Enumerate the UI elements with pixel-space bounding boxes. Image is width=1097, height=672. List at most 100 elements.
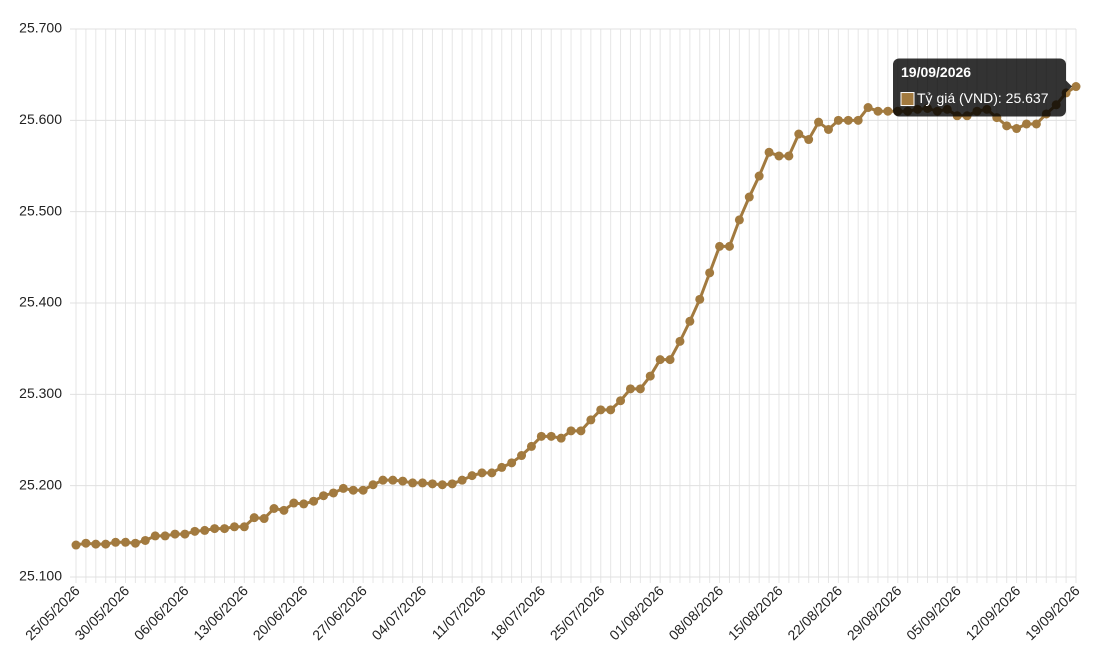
point xyxy=(853,115,863,125)
point xyxy=(319,491,329,501)
point xyxy=(71,540,81,550)
point xyxy=(655,355,665,365)
point xyxy=(734,215,744,225)
point xyxy=(477,468,487,478)
point xyxy=(200,525,210,535)
point xyxy=(883,106,893,116)
point xyxy=(754,171,764,181)
point xyxy=(239,522,249,532)
point xyxy=(299,499,309,509)
point xyxy=(705,268,715,278)
point xyxy=(764,147,774,157)
y-tick-label: 25.500 xyxy=(19,202,62,218)
point xyxy=(467,471,477,481)
tooltip-label: Tỷ giá (VND): 25.637 xyxy=(917,90,1049,106)
point xyxy=(269,504,279,513)
line xyxy=(75,85,1077,547)
point xyxy=(398,476,408,486)
point xyxy=(576,426,586,436)
point xyxy=(437,480,447,490)
x-tick-label: 12/09/2026 xyxy=(962,582,1023,643)
point xyxy=(418,478,428,488)
point xyxy=(180,529,190,539)
point xyxy=(873,106,883,116)
point xyxy=(1021,119,1031,129)
point xyxy=(784,151,794,161)
point xyxy=(616,396,626,406)
point xyxy=(823,124,833,134)
point xyxy=(665,355,675,365)
point xyxy=(338,483,348,493)
point xyxy=(368,480,378,490)
y-tick-label: 25.600 xyxy=(19,111,62,127)
y-tick-label: 25.400 xyxy=(19,294,62,310)
x-tick-label: 05/09/2026 xyxy=(903,582,964,643)
point xyxy=(586,415,596,425)
tooltip-box xyxy=(893,58,1066,117)
point xyxy=(487,468,497,478)
x-tick-label: 19/09/2026 xyxy=(1022,582,1083,643)
point xyxy=(378,475,388,485)
point xyxy=(81,538,91,548)
x-tick-label: 20/06/2026 xyxy=(250,582,311,643)
point xyxy=(220,524,230,534)
point xyxy=(408,478,418,488)
point xyxy=(140,535,150,545)
point xyxy=(210,524,220,534)
point xyxy=(794,129,804,139)
x-tick-label: 18/07/2026 xyxy=(487,582,548,643)
point xyxy=(843,115,853,125)
point xyxy=(447,479,457,489)
point xyxy=(1031,119,1041,129)
point xyxy=(526,441,536,451)
point xyxy=(635,384,645,394)
point xyxy=(121,537,131,547)
x-tick-label: 25/07/2026 xyxy=(547,582,608,643)
point xyxy=(517,451,527,461)
y-tick-label: 25.100 xyxy=(19,568,62,584)
point xyxy=(497,462,507,472)
point xyxy=(546,431,556,441)
point xyxy=(101,539,111,549)
tooltip-swatch xyxy=(900,92,915,107)
x-tick-label: 13/06/2026 xyxy=(190,582,251,643)
x-tick-label: 08/08/2026 xyxy=(665,582,726,643)
y-tick-label: 25.300 xyxy=(19,385,62,401)
point xyxy=(111,537,121,547)
point xyxy=(724,241,734,251)
point xyxy=(814,117,824,127)
point xyxy=(507,458,517,468)
point xyxy=(536,431,546,441)
point xyxy=(130,538,140,548)
point xyxy=(150,531,160,541)
x-tick-label: 01/08/2026 xyxy=(606,582,667,643)
point xyxy=(606,405,616,415)
point xyxy=(289,498,299,508)
point xyxy=(309,496,319,506)
x-tick-label: 11/07/2026 xyxy=(429,582,489,642)
point xyxy=(358,485,368,495)
tooltip: 19/09/2026 Tỷ giá (VND): 25.637 xyxy=(893,58,1072,117)
point xyxy=(625,384,635,394)
point xyxy=(279,505,289,515)
x-tick-label: 04/07/2026 xyxy=(368,582,429,643)
y-tick-label: 25.200 xyxy=(19,476,62,492)
x-tick-label: 06/06/2026 xyxy=(131,582,192,643)
point xyxy=(388,475,398,485)
tooltip-caret xyxy=(1066,80,1072,93)
point xyxy=(695,294,705,304)
point xyxy=(675,336,685,346)
y-tick-label: 25.700 xyxy=(19,20,62,36)
point xyxy=(685,316,695,326)
tooltip-title: 19/09/2026 xyxy=(901,64,971,80)
point xyxy=(457,475,467,485)
point xyxy=(328,488,338,498)
x-tick-label: 15/08/2026 xyxy=(725,582,786,643)
x-tick-label: 30/05/2026 xyxy=(71,582,132,643)
point xyxy=(1002,121,1012,131)
point xyxy=(91,539,101,549)
point xyxy=(1071,82,1081,92)
point xyxy=(744,192,754,202)
